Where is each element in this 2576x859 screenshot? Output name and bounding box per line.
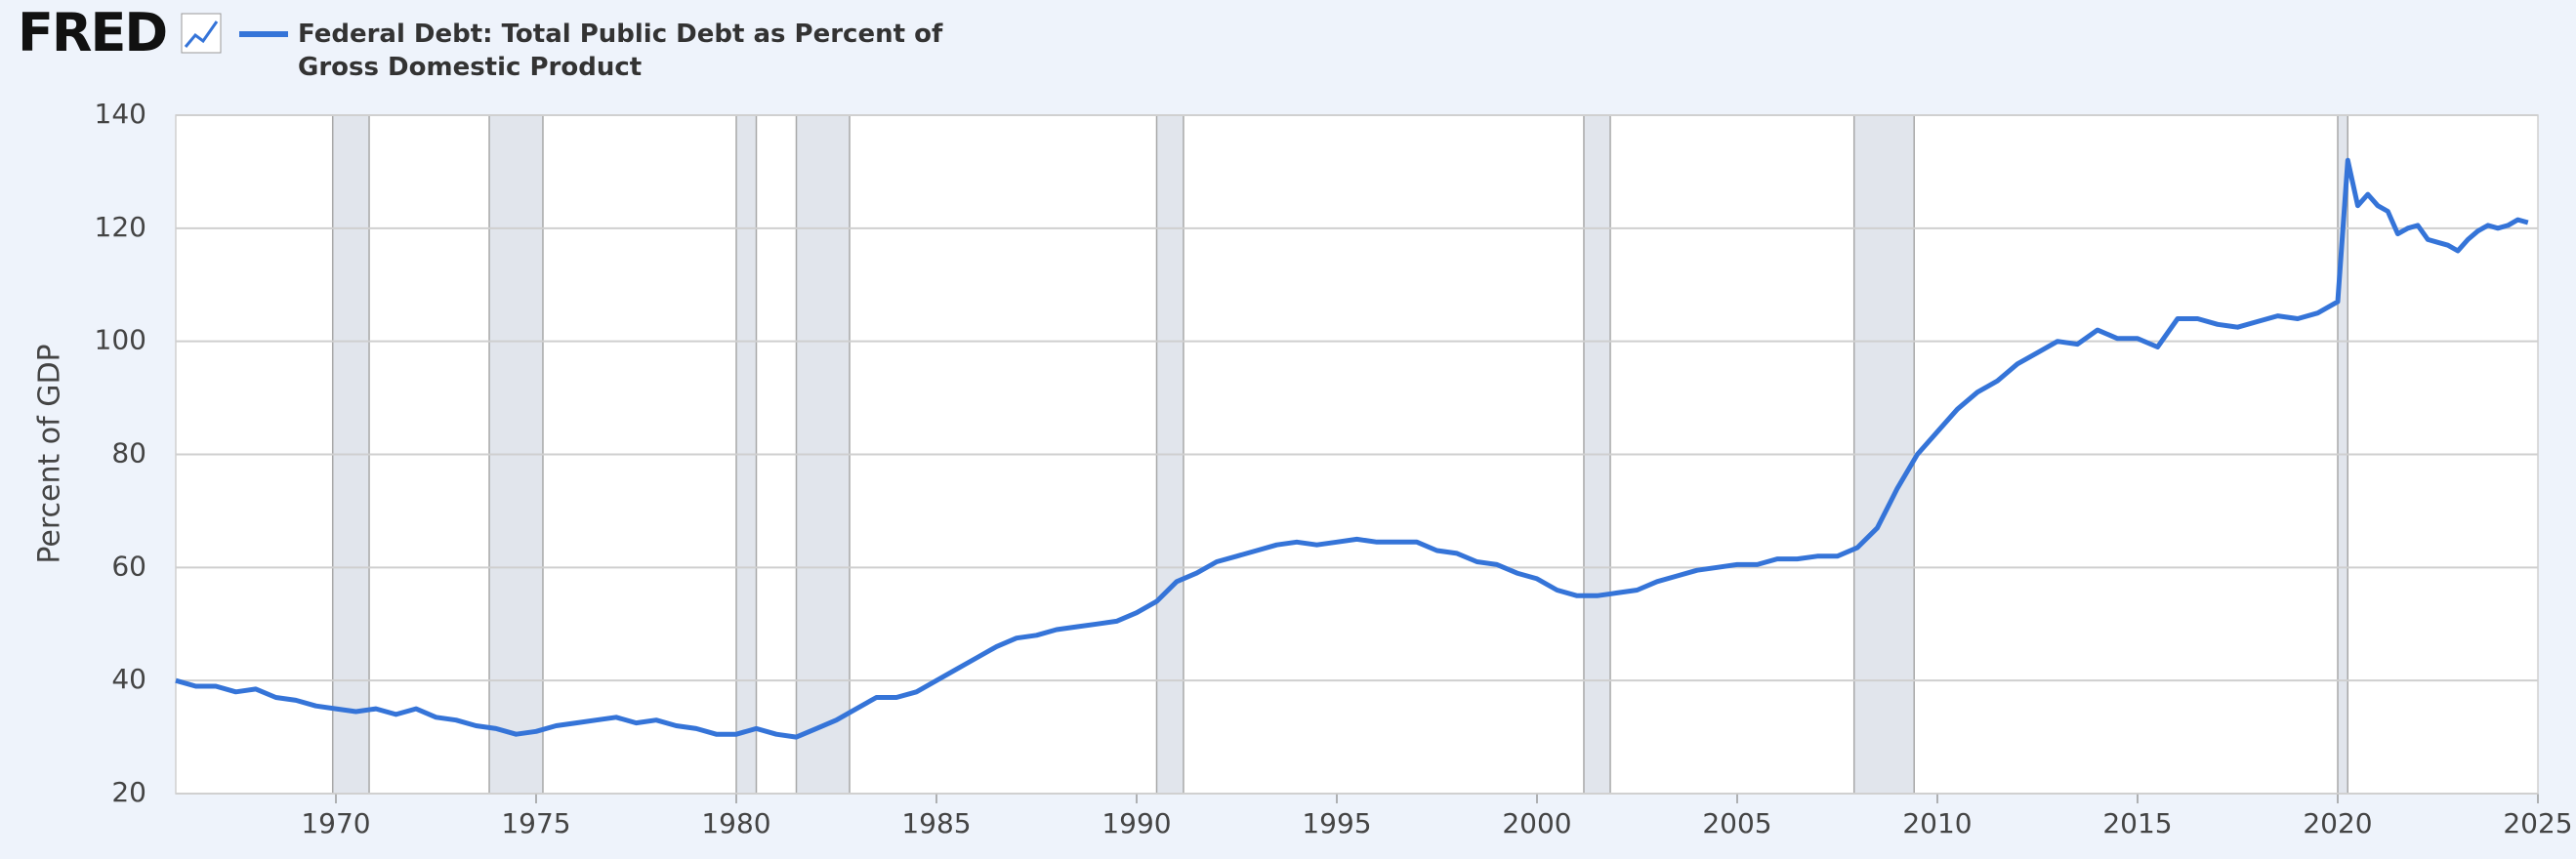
x-tick-label: 2015 bbox=[2102, 807, 2172, 839]
chart-icon-line bbox=[184, 20, 219, 48]
legend-label: Federal Debt: Total Public Debt as Perce… bbox=[298, 20, 943, 82]
y-tick-label: 100 bbox=[95, 324, 146, 356]
chart-icon[interactable] bbox=[181, 13, 222, 54]
x-tick-label: 2000 bbox=[1502, 807, 1571, 839]
x-tick-label: 2005 bbox=[1702, 807, 1771, 839]
y-tick-label: 20 bbox=[111, 776, 146, 808]
x-tick-label: 2025 bbox=[2503, 807, 2572, 839]
x-tick-label: 1970 bbox=[301, 807, 370, 839]
x-tick-label: 2020 bbox=[2303, 807, 2372, 839]
y-tick-label: 140 bbox=[95, 98, 146, 130]
x-tick-label: 1975 bbox=[501, 807, 570, 839]
y-axis-label: Percent of GDP bbox=[33, 344, 67, 563]
x-tick-label: 1990 bbox=[1101, 807, 1171, 839]
data-line bbox=[175, 157, 2529, 740]
y-tick-label: 60 bbox=[111, 550, 146, 582]
y-tick-label: 80 bbox=[111, 437, 146, 470]
x-tick-label: 1980 bbox=[701, 807, 770, 839]
x-tick-label: 1995 bbox=[1302, 807, 1371, 839]
y-tick-label: 120 bbox=[95, 211, 146, 243]
x-tick-label: 1985 bbox=[901, 807, 971, 839]
y-tick-label: 40 bbox=[111, 663, 146, 695]
logo[interactable]: FRED bbox=[18, 2, 168, 63]
x-tick-label: 2010 bbox=[1902, 807, 1972, 839]
plot-border bbox=[175, 114, 2539, 795]
